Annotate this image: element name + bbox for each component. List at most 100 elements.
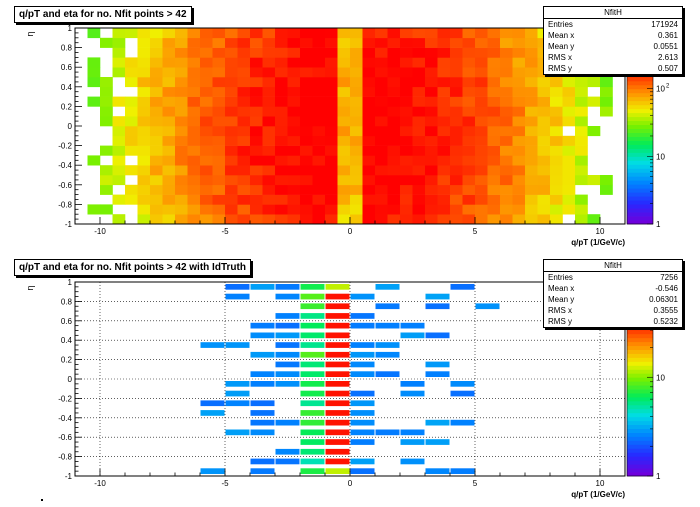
heatmap-cell [350, 204, 363, 215]
stats-label: RMS y [548, 64, 572, 73]
heatmap-cell [425, 194, 438, 205]
heatmap-cell [450, 106, 463, 117]
heatmap-cell [175, 47, 188, 58]
heatmap-cell [375, 135, 388, 146]
stats-label: Mean y [548, 42, 575, 51]
stats-label: Mean x [548, 284, 575, 293]
heatmap-cell [250, 37, 263, 48]
heatmap-cell [537, 155, 551, 166]
heatmap-cell [137, 57, 151, 68]
heatmap-cell [200, 194, 213, 205]
heatmap-cell [200, 96, 213, 107]
colorbar-segment [627, 393, 653, 398]
heatmap-cell [325, 448, 350, 455]
colorbar-segment [627, 128, 653, 133]
heatmap-cell [400, 381, 425, 387]
heatmap-cell [137, 194, 151, 205]
stats-value: 0.3555 [653, 306, 678, 315]
heatmap-cell [350, 116, 363, 127]
heatmap-cell [400, 332, 425, 339]
heatmap-cell [150, 106, 163, 117]
heatmap-cell [162, 145, 176, 156]
heatmap-cell [412, 57, 426, 68]
heatmap-cell [375, 145, 388, 156]
heatmap-cell [250, 410, 275, 416]
heatmap-cell [225, 86, 238, 97]
heatmap-cell [212, 155, 226, 166]
heatmap-cell [287, 96, 301, 107]
heatmap-cell [575, 204, 588, 215]
heatmap-cell [250, 47, 263, 58]
heatmap-cell [525, 135, 538, 146]
heatmap-cell [350, 47, 363, 58]
heatmap-cell [187, 28, 201, 39]
y-tick-label: 0.6 [61, 317, 73, 326]
heatmap-cell [537, 106, 551, 117]
heatmap-cell [212, 28, 226, 39]
heatmap-cell [300, 313, 325, 319]
heatmap-cell [275, 332, 300, 339]
heatmap-cell [450, 204, 463, 215]
heatmap-cell [150, 67, 163, 78]
heatmap-cell [450, 165, 463, 176]
heatmap-cell [387, 116, 401, 127]
heatmap-cell [387, 106, 401, 117]
colorbar-segment [627, 349, 653, 354]
x-tick-label: 10 [596, 479, 605, 488]
heatmap-cell [325, 361, 350, 368]
heatmap-cell [425, 116, 438, 127]
heatmap-cell [375, 371, 400, 377]
heatmap-cell [237, 28, 251, 39]
heatmap-cell [300, 37, 313, 48]
heatmap-cell [150, 165, 163, 176]
heatmap-cell [262, 28, 276, 39]
heatmap-cell [362, 194, 376, 205]
heatmap-cell [500, 86, 513, 97]
heatmap-cell [362, 165, 376, 176]
heatmap-cell [212, 96, 226, 107]
heatmap-cell [562, 135, 576, 146]
x-axis-label: q/pT (1/GeV/c) [571, 490, 625, 499]
heatmap-cell [100, 106, 113, 117]
stats-value: 0.0551 [653, 42, 678, 51]
heatmap-cell [275, 155, 288, 166]
heatmap-cell [325, 86, 338, 97]
y-tick-label: -0.2 [58, 394, 72, 403]
heatmap-cell [300, 390, 325, 397]
heatmap-cell [450, 67, 463, 78]
heatmap-cell [350, 194, 363, 205]
heatmap-cell [275, 28, 288, 39]
heatmap-cell [325, 439, 350, 445]
heatmap-cell [387, 145, 401, 156]
colorbar-segment [627, 389, 653, 394]
heatmap-cell [125, 106, 138, 117]
heatmap-cell [200, 86, 213, 97]
plot2-stats-box: NfitH Entries 7256 Mean x -0.546 Mean y 0.0… [543, 259, 683, 328]
heatmap-cell [187, 175, 201, 186]
heatmap-cell [300, 322, 325, 329]
x-tick-label: -5 [221, 227, 229, 236]
heatmap-cell [525, 106, 538, 117]
heatmap-cell [125, 57, 138, 68]
heatmap-cell [500, 214, 513, 225]
heatmap-cell [187, 126, 201, 137]
heatmap-cell [275, 106, 288, 117]
heatmap-cell [525, 67, 538, 78]
heatmap-cell [162, 155, 176, 166]
heatmap-cell [537, 165, 551, 176]
heatmap-cell [312, 77, 326, 88]
stats-label: Mean y [548, 295, 575, 304]
heatmap-cell [237, 77, 251, 88]
heatmap-cell [162, 106, 176, 117]
heatmap-cell [537, 184, 551, 195]
heatmap-cell [412, 155, 426, 166]
heatmap-cell [225, 126, 238, 137]
heatmap-cell [300, 116, 313, 127]
heatmap-cell [237, 165, 251, 176]
heatmap-cell [212, 116, 226, 127]
heatmap-cell [400, 204, 413, 215]
heatmap-cell [212, 86, 226, 97]
heatmap-cell [262, 155, 276, 166]
heatmap-cell [400, 429, 425, 436]
heatmap-cell [87, 57, 101, 68]
